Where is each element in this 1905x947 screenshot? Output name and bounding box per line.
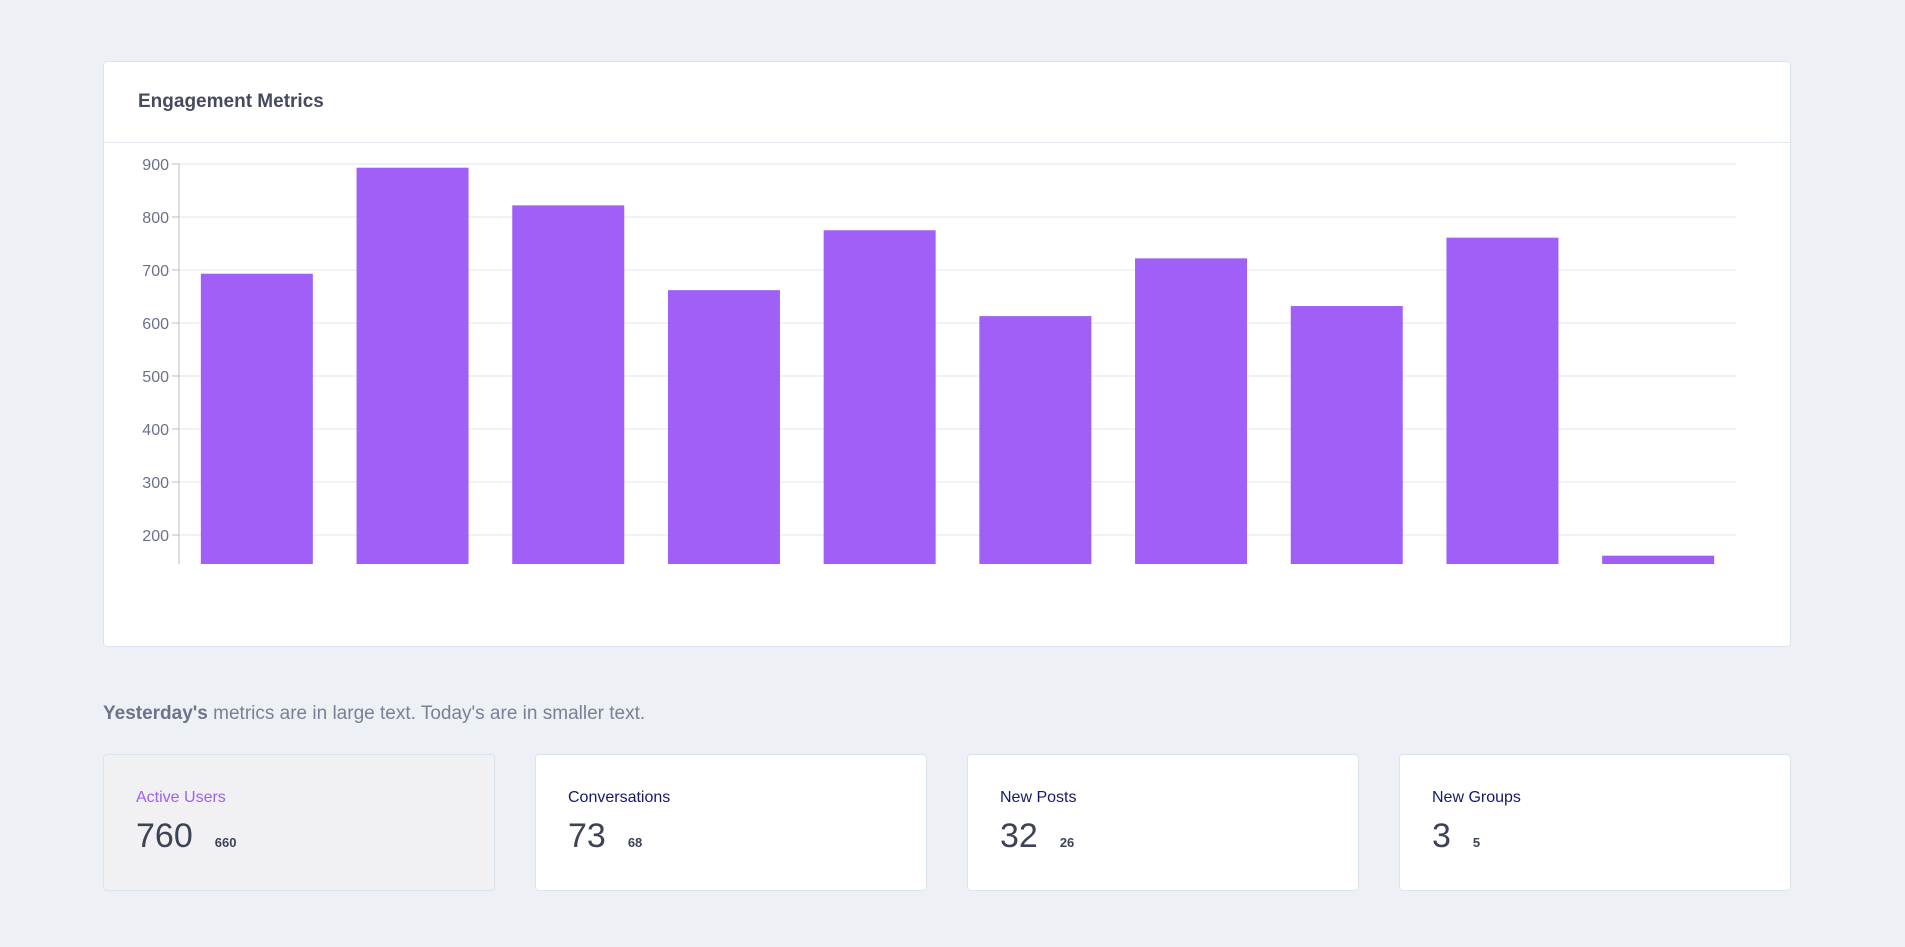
bar xyxy=(356,167,469,564)
bar xyxy=(1135,258,1248,564)
metric-card-label: Conversations xyxy=(568,789,671,806)
metrics-note-bold: Yesterday's xyxy=(103,703,208,724)
metric-card-conversations[interactable]: Conversations 73 68 xyxy=(535,754,927,891)
bar xyxy=(823,230,936,564)
engagement-metrics-panel: Engagement Metrics 010020030040050060070… xyxy=(103,61,1791,647)
y-tick-label: 300 xyxy=(142,475,169,492)
metric-today-value: 26 xyxy=(1059,835,1075,850)
bar xyxy=(667,290,780,564)
y-tick-label: 600 xyxy=(142,316,169,333)
metric-card-label: Active Users xyxy=(136,789,226,806)
bar xyxy=(1446,237,1559,564)
y-tick-label: 700 xyxy=(142,263,169,280)
metric-yesterday-value: 73 xyxy=(568,817,606,855)
metric-cards: Active Users 760 660 Conversations 73 68… xyxy=(103,754,1792,891)
panel-title: Engagement Metrics xyxy=(138,91,324,112)
metric-today-value: 5 xyxy=(1472,835,1481,850)
metrics-note: Yesterday's metrics are in large text. T… xyxy=(103,703,645,725)
y-tick-label: 900 xyxy=(142,157,169,174)
y-tick-label: 400 xyxy=(142,422,169,439)
bar xyxy=(200,273,313,564)
y-tick-label: 800 xyxy=(142,210,169,227)
metric-card-active-users[interactable]: Active Users 760 660 xyxy=(103,754,495,891)
bar xyxy=(1602,555,1715,564)
metric-card-label: New Posts xyxy=(1000,789,1077,806)
metrics-note-text: metrics are in large text. Today's are i… xyxy=(207,703,646,724)
metric-card-new-posts[interactable]: New Posts 32 26 xyxy=(967,754,1359,891)
metric-today-value: 68 xyxy=(627,835,643,850)
metric-yesterday-value: 32 xyxy=(1000,817,1038,855)
metric-card-label: New Groups xyxy=(1432,789,1521,806)
metric-card-new-groups[interactable]: New Groups 3 5 xyxy=(1399,754,1791,891)
y-tick-label: 500 xyxy=(142,369,169,386)
bar xyxy=(512,205,625,564)
metric-today-value: 660 xyxy=(214,835,237,850)
bar xyxy=(1290,306,1403,564)
metric-yesterday-value: 760 xyxy=(136,817,193,855)
metric-yesterday-value: 3 xyxy=(1432,817,1451,855)
y-tick-label: 200 xyxy=(142,528,169,545)
bar xyxy=(979,316,1092,564)
panel-header: Engagement Metrics xyxy=(104,62,1790,143)
engagement-bar-chart: 010020030040050060070080090010-1110-1210… xyxy=(142,157,1736,564)
